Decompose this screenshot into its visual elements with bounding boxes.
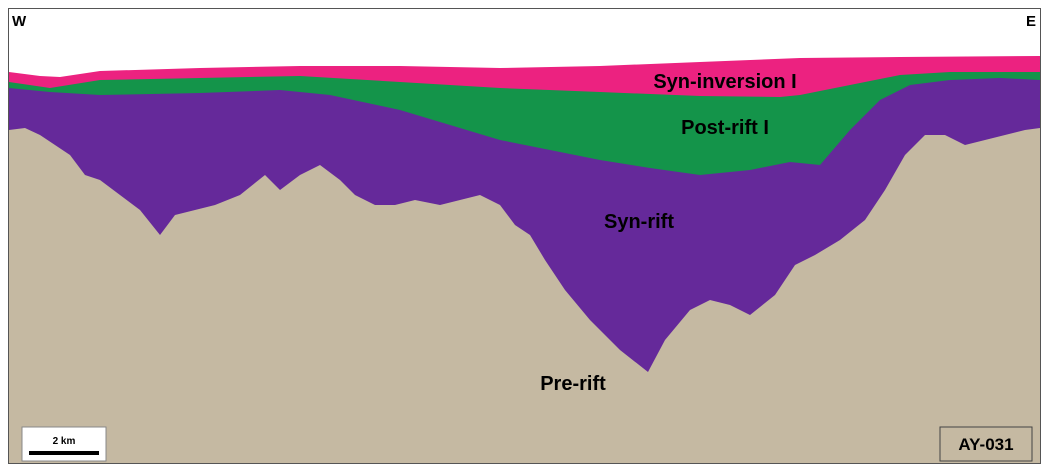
east-label: E bbox=[1026, 13, 1036, 30]
layers bbox=[9, 56, 1040, 463]
line-name: AY-031 bbox=[958, 435, 1013, 454]
unit-label: Syn-inversion I bbox=[653, 71, 796, 93]
frame bbox=[8, 8, 1041, 464]
west-label: W bbox=[12, 13, 27, 30]
unit-label: Syn-rift bbox=[604, 211, 674, 233]
scale-box bbox=[21, 426, 107, 462]
scale-bar: 2 km bbox=[21, 426, 107, 462]
scale-label: 2 km bbox=[53, 436, 76, 447]
scale-line bbox=[29, 451, 99, 455]
unit-label: Pre-rift bbox=[540, 373, 606, 395]
pre-rift-layer bbox=[9, 128, 1040, 463]
unit-label: Post-rift I bbox=[681, 117, 769, 139]
line-name-box bbox=[939, 426, 1033, 462]
